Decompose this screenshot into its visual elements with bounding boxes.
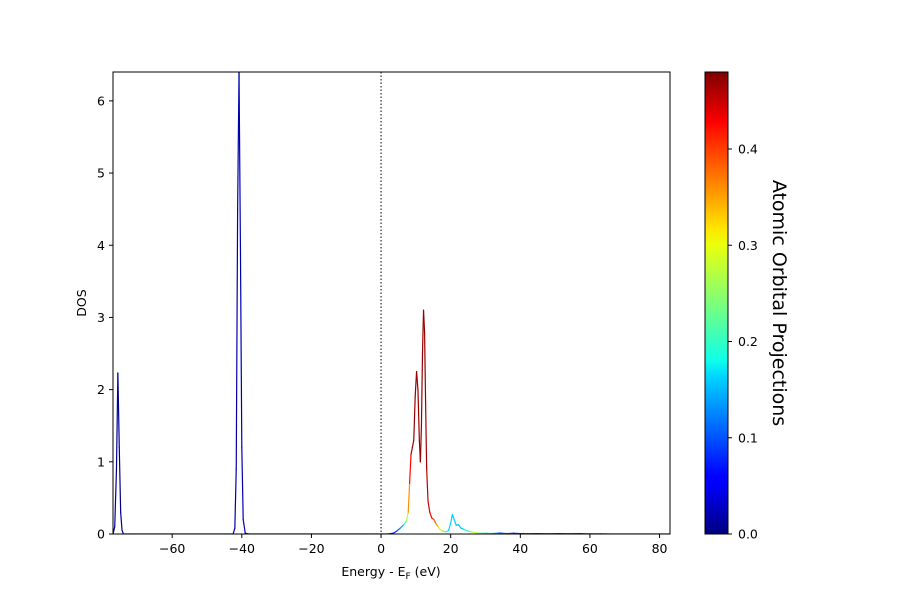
x-axis-label-subscript: F <box>405 572 410 582</box>
colorbar-tick-label: 0.2 <box>738 334 758 349</box>
x-tick-label: 80 <box>652 541 668 556</box>
dos-line-segment <box>423 331 427 405</box>
dos-series <box>113 72 670 534</box>
dos-line-segment <box>410 446 413 456</box>
x-tick-label: −20 <box>298 541 324 556</box>
dos-line-segment <box>409 453 412 485</box>
y-tick-label: 3 <box>97 310 105 325</box>
plot-frame <box>112 71 671 535</box>
dos-line-segment <box>238 72 242 246</box>
dos-line-segment <box>429 511 433 519</box>
dos-line-segment <box>447 522 452 531</box>
colorbar <box>704 71 729 535</box>
dos-line-segment <box>235 208 239 470</box>
y-tick-label: 4 <box>97 238 105 253</box>
y-axis-label: DOS <box>74 289 89 316</box>
x-tick-label: −60 <box>159 541 185 556</box>
x-axis: −60 −40 −20 0 20 40 60 80 <box>159 534 668 556</box>
dos-line-segment <box>120 511 123 531</box>
dos-line-segment <box>399 524 405 529</box>
dos-line-segment <box>417 389 420 441</box>
dos-line-segment <box>392 530 398 534</box>
dos-line-segment <box>420 352 424 427</box>
x-tick-label: 20 <box>443 541 459 556</box>
y-tick-label: 1 <box>97 454 105 469</box>
x-tick-label: −40 <box>229 541 255 556</box>
colorbar-tick-label: 0.4 <box>738 142 758 157</box>
x-axis-label: Energy - EF (eV) <box>341 564 440 582</box>
dos-line-segment <box>114 468 118 528</box>
dos-line-segment <box>234 468 237 529</box>
dos-line-segment <box>241 446 244 521</box>
x-tick-label: 40 <box>512 541 528 556</box>
dos-line-segment <box>464 529 469 532</box>
dos-line-segment <box>232 527 236 534</box>
dos-line-segment <box>121 529 125 534</box>
dos-line-segment <box>239 244 243 448</box>
x-tick-label: 60 <box>582 541 598 556</box>
dos-line-segment <box>422 309 426 333</box>
dos-line-segment <box>453 518 457 526</box>
colorbar-tick-label: 0.1 <box>738 430 758 445</box>
dos-line-segment <box>411 439 415 448</box>
dos-line-segment <box>413 396 416 441</box>
dos-line-segment <box>403 520 408 526</box>
colorbar-axis: 0.0 0.1 0.2 0.3 0.4 <box>728 142 758 542</box>
dos-line-segment <box>242 518 246 534</box>
dos-line-segment <box>450 513 454 524</box>
y-tick-label: 6 <box>97 93 105 108</box>
dos-line-segment <box>118 446 122 513</box>
dos-line-segment <box>407 482 411 513</box>
y-axis: 0 1 2 3 4 5 6 <box>97 93 113 542</box>
dos-line-segment <box>415 370 419 391</box>
dos-line-segment <box>426 468 429 503</box>
dos-line-segment <box>457 524 462 529</box>
dos-line-segment <box>427 500 431 513</box>
dos-line-segment <box>451 513 455 521</box>
colorbar-tick-label: 0.0 <box>738 527 758 542</box>
colorbar-label: Atomic Orbital Projections <box>768 180 790 426</box>
dos-line-segment <box>419 425 423 463</box>
dos-line-segment <box>425 403 428 470</box>
dos-line-segment <box>433 518 437 525</box>
colorbar-tick-label: 0.3 <box>738 238 758 253</box>
y-tick-label: 5 <box>97 166 105 181</box>
dos-line-segment <box>460 527 466 531</box>
dos-line-segment <box>117 372 120 448</box>
y-tick-label: 0 <box>97 527 105 542</box>
x-tick-label: 0 <box>377 541 385 556</box>
y-tick-label: 2 <box>97 382 105 397</box>
dos-line-segment <box>405 511 409 522</box>
dos-line-segment <box>396 527 401 532</box>
